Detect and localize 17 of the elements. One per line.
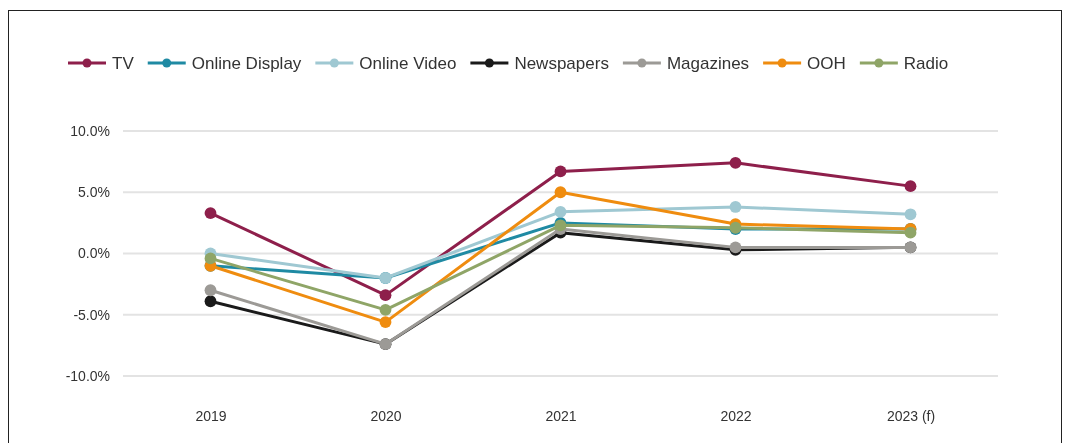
y-tick-label: -5.0% — [73, 306, 110, 323]
legend-label: Online Display — [191, 54, 302, 73]
y-tick-label: 5.0% — [78, 184, 110, 201]
legend-label: Newspapers — [514, 54, 609, 73]
legend-label: TV — [112, 54, 135, 73]
legend-label: OOH — [807, 54, 846, 73]
legend-label: Magazines — [666, 54, 750, 73]
legend-label: Online Video — [359, 54, 457, 73]
y-tick-label: -10.0% — [65, 367, 110, 384]
x-tick-label: 2023 (f) — [886, 407, 936, 424]
y-tick-label: 0.0% — [78, 245, 110, 262]
x-tick-label: 2022 — [720, 407, 752, 424]
y-tick-label: 10.0% — [70, 122, 110, 139]
x-tick-label: 2020 — [370, 407, 402, 424]
x-tick-label: 2021 — [545, 407, 577, 424]
x-tick-label: 2019 — [195, 407, 227, 424]
legend-label: Radio — [903, 54, 949, 73]
